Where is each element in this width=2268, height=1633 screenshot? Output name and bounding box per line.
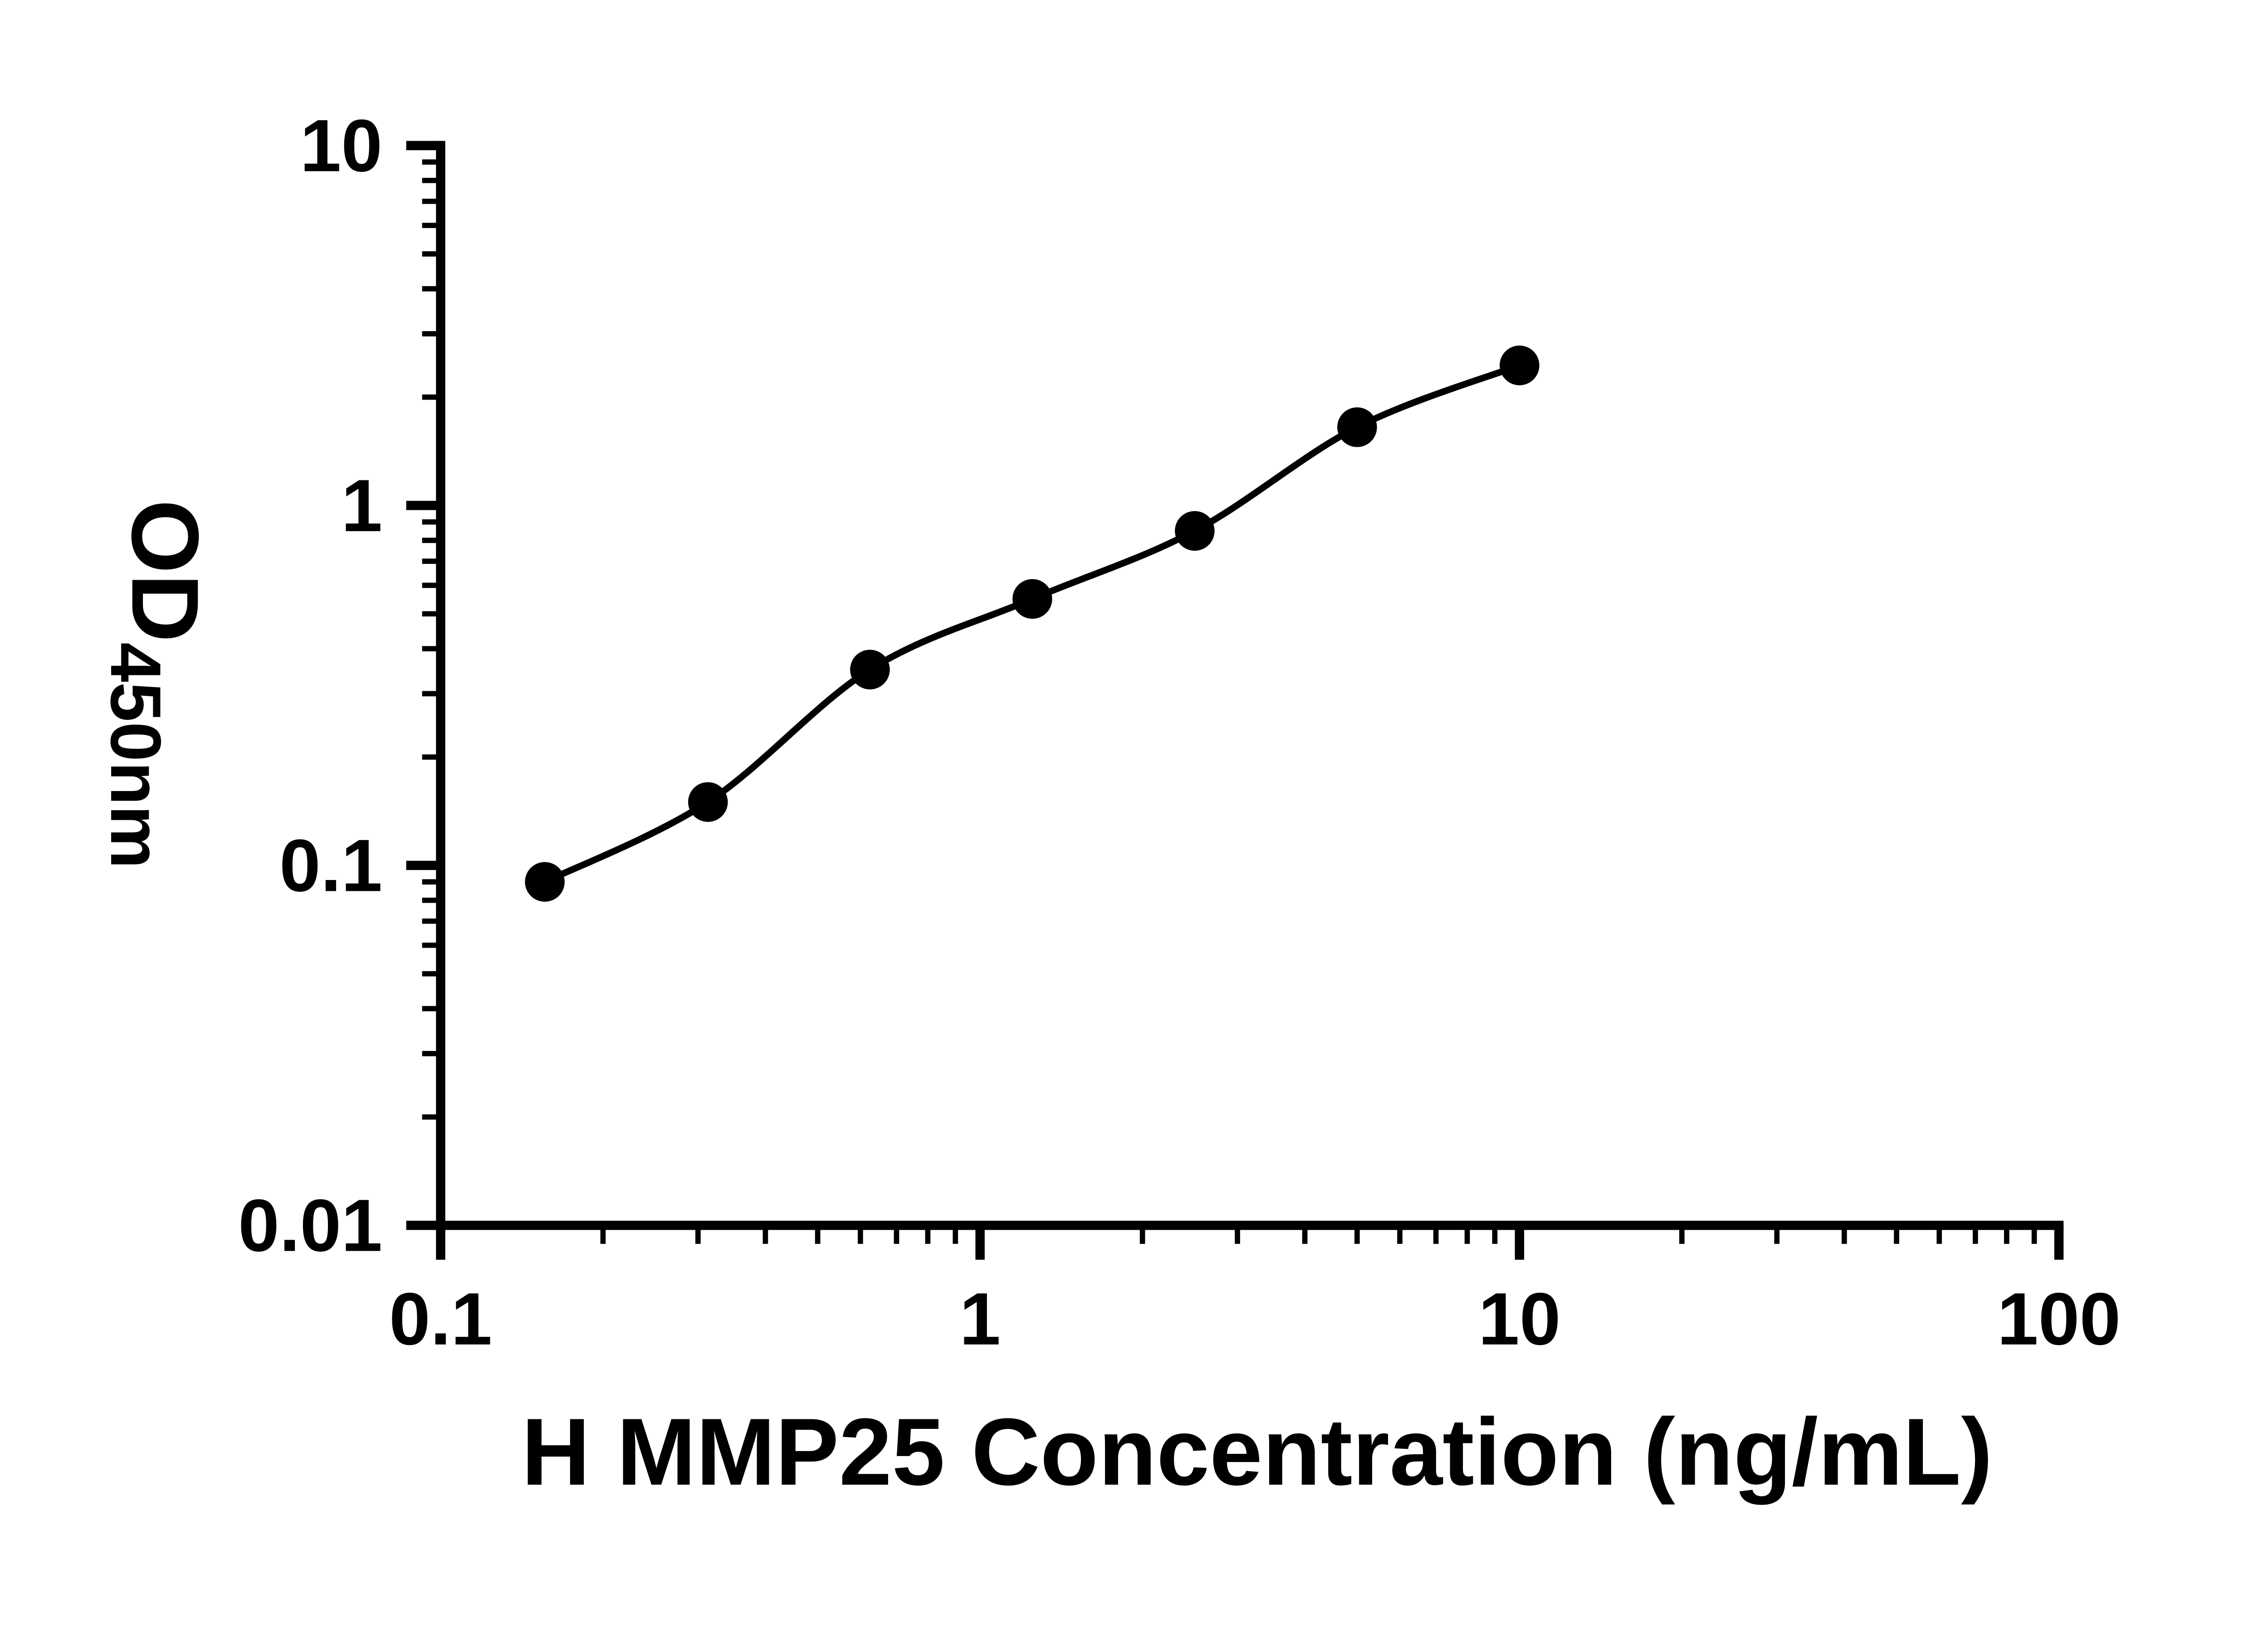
- x-axis-title: H MMP25 Concentration (ng/mL): [522, 1398, 1993, 1505]
- y-axis-title-sub: 450nm: [96, 642, 176, 869]
- data-point: [525, 862, 565, 902]
- x-axis-tick-label: 10: [1478, 1277, 1561, 1360]
- data-point: [850, 650, 890, 689]
- x-axis-tick-label: 100: [1997, 1277, 2121, 1360]
- x-axis-tick-label: 1: [959, 1277, 1001, 1360]
- data-point: [1500, 345, 1540, 386]
- data-point: [688, 782, 728, 822]
- data-point: [1012, 579, 1052, 619]
- y-axis-title-main: OD: [112, 499, 219, 642]
- y-axis-tick-label: 0.01: [238, 1184, 382, 1267]
- data-point: [1175, 511, 1215, 551]
- y-axis-tick-label: 0.1: [279, 824, 382, 907]
- data-point: [1337, 407, 1377, 447]
- y-axis-tick-label: 10: [300, 104, 382, 187]
- axis-lines: [436, 141, 2064, 1230]
- elisa-standard-curve-figure: 0.01 0.1 1 10 0.1 1 10 100 H MMP25 Concentratio…: [96, 104, 2121, 1506]
- y-axis-tick-label: 1: [341, 464, 382, 547]
- y-axis-title: OD450nm: [96, 499, 219, 869]
- x-axis-tick-label: 0.1: [389, 1277, 492, 1360]
